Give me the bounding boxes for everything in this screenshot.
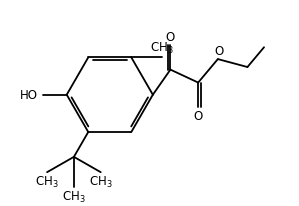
Text: O: O xyxy=(166,31,175,44)
Text: O: O xyxy=(193,110,203,123)
Text: HO: HO xyxy=(20,89,38,102)
Text: CH$_3$: CH$_3$ xyxy=(62,190,86,205)
Text: CH$_3$: CH$_3$ xyxy=(150,41,174,56)
Text: O: O xyxy=(214,45,223,58)
Text: CH$_3$: CH$_3$ xyxy=(35,174,59,189)
Text: CH$_3$: CH$_3$ xyxy=(89,174,112,189)
